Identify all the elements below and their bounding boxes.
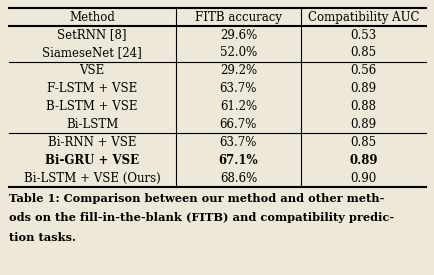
Text: SetRNN [8]: SetRNN [8] xyxy=(57,29,127,42)
Text: 0.89: 0.89 xyxy=(349,154,377,167)
Text: 0.85: 0.85 xyxy=(350,46,376,59)
Text: 0.56: 0.56 xyxy=(350,64,376,77)
Text: VSE: VSE xyxy=(79,64,105,77)
Text: Bi-LSTM: Bi-LSTM xyxy=(66,118,118,131)
Text: Bi-GRU + VSE: Bi-GRU + VSE xyxy=(45,154,139,167)
Text: 63.7%: 63.7% xyxy=(219,136,256,149)
Text: 67.1%: 67.1% xyxy=(218,154,258,167)
Text: 0.85: 0.85 xyxy=(350,136,376,149)
Text: Table 1: Comparison between our method and other meth-: Table 1: Comparison between our method a… xyxy=(9,192,383,204)
Text: 0.89: 0.89 xyxy=(350,118,376,131)
Text: 66.7%: 66.7% xyxy=(219,118,256,131)
Text: 0.53: 0.53 xyxy=(350,29,376,42)
Text: Method: Method xyxy=(69,11,115,24)
Text: B-LSTM + VSE: B-LSTM + VSE xyxy=(46,100,138,113)
Text: Bi-LSTM + VSE (Ours): Bi-LSTM + VSE (Ours) xyxy=(24,172,160,185)
Text: tion tasks.: tion tasks. xyxy=(9,232,76,243)
Text: 61.2%: 61.2% xyxy=(219,100,256,113)
Text: 0.90: 0.90 xyxy=(350,172,376,185)
Text: 29.2%: 29.2% xyxy=(219,64,256,77)
Text: F-LSTM + VSE: F-LSTM + VSE xyxy=(47,82,137,95)
Text: 29.6%: 29.6% xyxy=(219,29,256,42)
Text: ods on the fill-in-the-blank (FITB) and compatibility predic-: ods on the fill-in-the-blank (FITB) and … xyxy=(9,212,393,223)
Text: SiameseNet [24]: SiameseNet [24] xyxy=(42,46,142,59)
Text: 68.6%: 68.6% xyxy=(219,172,256,185)
Text: Bi-RNN + VSE: Bi-RNN + VSE xyxy=(48,136,136,149)
Text: 0.89: 0.89 xyxy=(350,82,376,95)
Text: 0.88: 0.88 xyxy=(350,100,376,113)
Text: 63.7%: 63.7% xyxy=(219,82,256,95)
Text: FITB accuracy: FITB accuracy xyxy=(194,11,281,24)
Text: 52.0%: 52.0% xyxy=(219,46,256,59)
Text: Compatibility AUC: Compatibility AUC xyxy=(307,11,418,24)
